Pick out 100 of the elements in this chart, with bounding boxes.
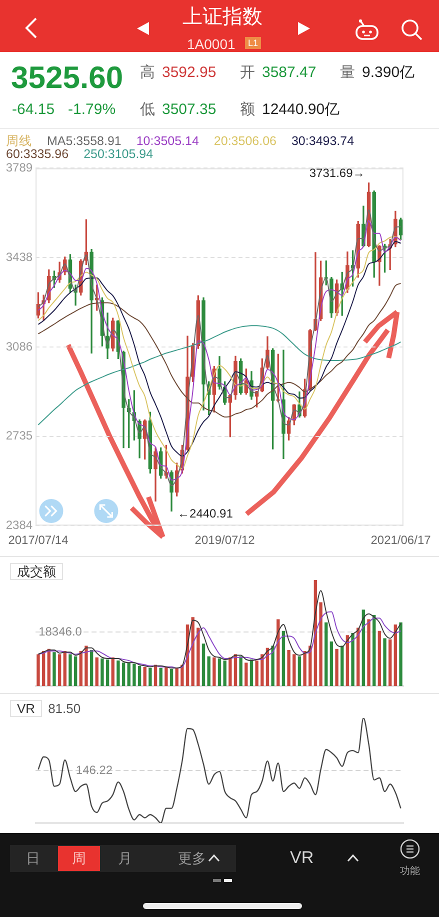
bar (111, 657, 114, 686)
line-series (38, 282, 402, 418)
annotation: ←2440.91 (178, 506, 234, 520)
x-tick-label: 2021/06/17 (370, 533, 432, 548)
bar (319, 602, 322, 686)
text: 3592.95 (162, 64, 216, 82)
bar (106, 660, 110, 686)
x-tick-label: 2017/07/14 (8, 533, 69, 548)
bar (388, 639, 392, 686)
bar (212, 657, 216, 686)
bar (95, 657, 98, 686)
bar (292, 654, 296, 686)
bar (202, 644, 206, 686)
bar (340, 646, 344, 686)
annotation: 3731.69→ (309, 166, 365, 180)
bar (223, 660, 226, 686)
text: 3525.60 (11, 60, 124, 96)
text: L1 (245, 37, 261, 49)
y-tick-label: 2735 (6, 428, 33, 443)
bar (303, 651, 306, 686)
text: 日 (26, 850, 40, 866)
bar (68, 654, 72, 686)
bar (372, 614, 376, 686)
bar (132, 664, 136, 686)
text: -1.79% (68, 101, 116, 119)
bar (378, 630, 382, 686)
bar (260, 654, 264, 686)
bar (196, 628, 200, 686)
bar (63, 651, 66, 686)
bar (52, 652, 56, 686)
bar (100, 658, 104, 686)
text: MA5:3558.91 (47, 134, 122, 148)
bar (394, 624, 398, 686)
text: 更多 (178, 850, 206, 866)
bar (116, 660, 120, 686)
bar (287, 650, 290, 686)
bar (324, 622, 328, 686)
bar (74, 656, 78, 686)
bar (90, 650, 94, 686)
bar (122, 662, 126, 686)
text: 额 (240, 101, 255, 119)
bar (362, 610, 366, 686)
text: 上证指数 (182, 5, 264, 29)
bar (351, 633, 354, 686)
bar (138, 666, 142, 686)
text: 30:3493.74 (291, 134, 354, 148)
bar (170, 669, 174, 686)
bar (298, 656, 302, 686)
y-tick-label: 3789 (6, 160, 33, 175)
text: -64.15 (12, 101, 55, 119)
bar (367, 619, 370, 686)
text: 功能 (400, 866, 420, 878)
bar (250, 660, 254, 686)
text: 9.390亿 (362, 64, 415, 82)
text: VR (290, 848, 314, 868)
text: 月 (118, 850, 132, 866)
text: 开 (240, 64, 255, 82)
annotation: 18346.0 (38, 624, 82, 638)
bar (159, 668, 162, 686)
chart-title: 成交额 (10, 563, 63, 580)
bar (207, 656, 210, 686)
chart-subtitle: 81.50 (48, 701, 81, 716)
text: 20:3506.06 (214, 134, 276, 148)
x-tick-label: 2019/07/12 (194, 533, 256, 548)
bar (383, 638, 386, 686)
text: 高 (140, 64, 155, 82)
text: 周 (72, 850, 86, 866)
y-tick-label: 2384 (6, 518, 33, 532)
bar (239, 656, 242, 686)
bar (228, 657, 232, 686)
chart-title: VR (10, 700, 42, 717)
bar (36, 654, 40, 686)
bar (399, 622, 402, 686)
bar (271, 646, 274, 686)
bar (175, 668, 178, 686)
bar (244, 662, 248, 686)
text: 250:3105.94 (84, 147, 154, 161)
bar (143, 666, 146, 686)
text: 10:3505.14 (136, 134, 199, 148)
y-tick-label: 3438 (6, 250, 33, 264)
bar (180, 664, 184, 686)
bar (346, 635, 350, 686)
bar (164, 666, 168, 686)
bar (58, 654, 62, 686)
text: 1A0001 (187, 36, 236, 52)
bar (282, 630, 286, 686)
bar (84, 646, 88, 686)
y-tick-label: 3086 (6, 339, 33, 354)
text: 3507.35 (162, 101, 216, 119)
bar (218, 658, 222, 686)
annotation: 146.22 (76, 762, 113, 777)
text: 60:3335.96 (6, 147, 69, 161)
text: 量 (340, 64, 355, 82)
text: 3587.47 (262, 64, 316, 82)
bar (127, 662, 130, 686)
text: 12440.90亿 (262, 101, 340, 119)
bar (330, 641, 334, 686)
bar (148, 668, 152, 686)
legend-title: 周线 (6, 134, 32, 148)
line-series (38, 325, 402, 426)
